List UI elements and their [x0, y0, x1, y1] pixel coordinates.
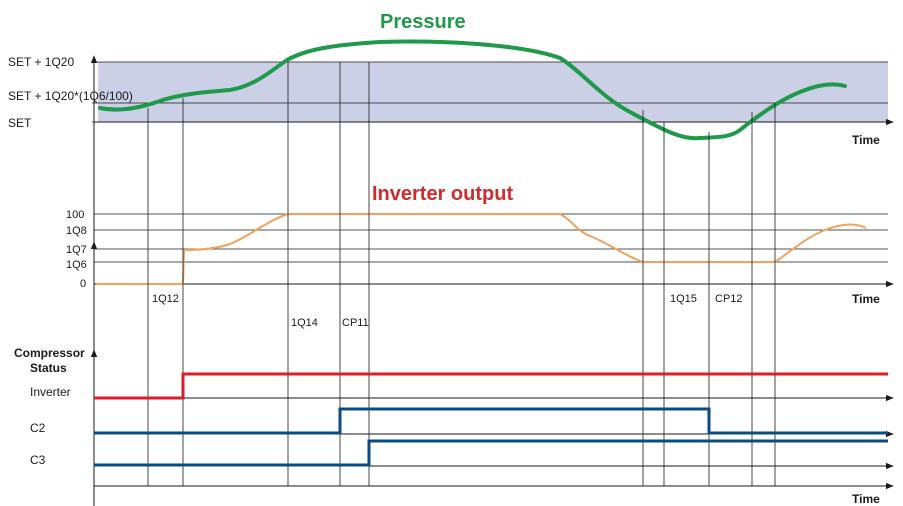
label-set-plus-1q20: SET + 1Q20: [8, 55, 74, 69]
event-cp12: CP12: [715, 293, 743, 305]
label-100: 100: [66, 209, 84, 221]
pressure-title: Pressure: [380, 11, 466, 33]
inverter-panel: 100 1Q8 1Q7 1Q6 0 Time 1Q12 1Q14 CP11 1Q…: [66, 183, 894, 329]
inverter-output-title: Inverter output: [372, 183, 513, 205]
row-label-c3: C3: [30, 453, 46, 467]
label-0: 0: [80, 278, 86, 290]
compressor-status-panel: Compressor Status Inverter C2 C3 Time: [14, 346, 894, 506]
pressure-time-label: Time: [852, 133, 880, 147]
event-1q12: 1Q12: [152, 293, 179, 305]
pressure-panel: SET + 1Q20 SET + 1Q20*(1Q6/100) SET Time…: [8, 11, 894, 506]
event-lines: [147, 62, 776, 486]
label-set-plus-formula: SET + 1Q20*(1Q6/100): [8, 89, 133, 103]
pressure-curve: [98, 39, 847, 141]
row-label-c2: C2: [30, 421, 46, 435]
label-1q7: 1Q7: [66, 244, 87, 256]
event-1q15: 1Q15: [670, 293, 697, 305]
label-1q8: 1Q8: [66, 225, 87, 237]
inverter-status-trace: [94, 372, 888, 400]
c3-status-trace: [94, 439, 888, 467]
label-1q6: 1Q6: [66, 259, 87, 271]
label-set: SET: [8, 116, 32, 130]
inverter-time-label: Time: [852, 292, 880, 306]
inverter-output-curve: [96, 213, 867, 285]
event-1q14: 1Q14: [291, 317, 318, 329]
c2-status-trace: [94, 407, 888, 435]
event-cp11: CP11: [342, 317, 369, 329]
status-time-label: Time: [852, 492, 880, 506]
status-heading-line1: Compressor: [14, 346, 85, 360]
row-label-inverter: Inverter: [30, 385, 71, 399]
status-heading-line2: Status: [30, 361, 67, 375]
